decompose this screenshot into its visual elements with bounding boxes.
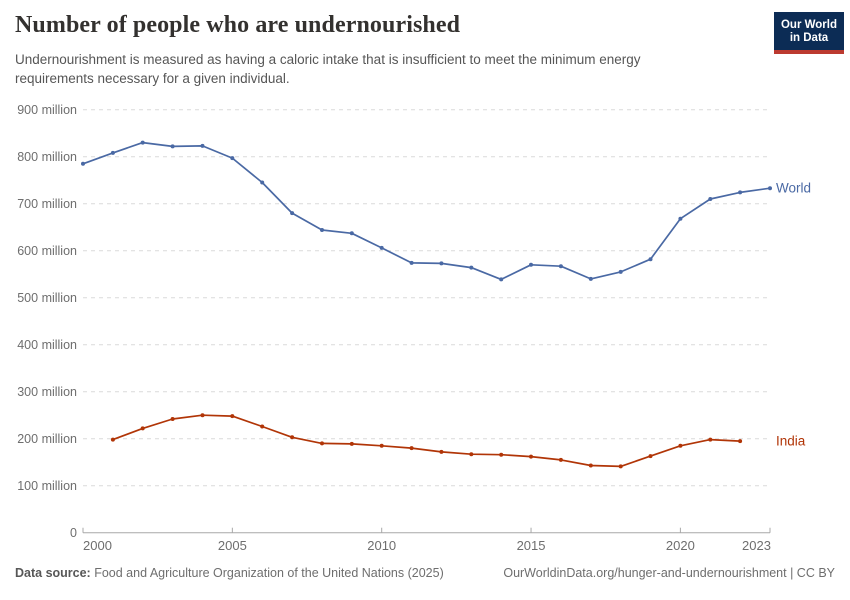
data-point — [379, 245, 384, 250]
data-point — [409, 260, 414, 265]
data-point — [469, 452, 474, 457]
chart-title: Number of people who are undernourished — [15, 12, 461, 38]
data-point — [320, 228, 324, 232]
data-point — [110, 150, 115, 155]
y-axis-tick-label: 900 million — [17, 103, 77, 117]
data-point — [110, 437, 115, 442]
y-axis-tick-label: 700 million — [17, 197, 77, 211]
data-point — [618, 464, 623, 469]
x-axis: 2000 2005 2010 2015 2020 2023 — [82, 527, 771, 553]
x-axis-tick-label: 2020 — [666, 538, 695, 553]
data-point — [140, 426, 145, 431]
credit-link[interactable]: OurWorldinData.org/hunger-and-undernouri… — [503, 566, 835, 580]
y-axis-tick-label: 0 — [70, 526, 77, 540]
data-point — [200, 413, 205, 418]
data-point — [708, 437, 713, 442]
data-point — [409, 446, 414, 451]
data-point — [648, 454, 653, 459]
x-axis-tick-label: 2015 — [517, 538, 546, 553]
data-point — [738, 439, 743, 444]
y-axis-tick-label: 200 million — [17, 432, 77, 446]
series-label-india: India — [776, 434, 806, 449]
data-point — [290, 435, 295, 440]
data-point — [529, 262, 533, 267]
data-point — [349, 441, 354, 446]
data-point — [439, 261, 444, 266]
data-point — [320, 441, 324, 446]
y-axis-tick-label: 300 million — [17, 385, 77, 399]
x-axis-tick-label: 2000 — [83, 538, 112, 553]
data-point — [290, 211, 295, 216]
data-point — [708, 197, 713, 201]
data-point — [499, 277, 504, 282]
data-point — [678, 443, 683, 448]
data-point — [260, 424, 265, 429]
data-source: Data source: Food and Agriculture Organi… — [15, 566, 444, 580]
y-axis-tick-label: 800 million — [17, 150, 77, 164]
data-point — [558, 264, 563, 269]
data-point — [588, 276, 593, 281]
gridlines: 0 100 million 200 million 300 million 400 mi… — [17, 103, 770, 540]
series-india: India — [110, 413, 806, 469]
y-axis-tick-label: 500 million — [17, 291, 77, 305]
data-point — [170, 417, 175, 421]
y-axis-tick-label: 400 million — [17, 338, 77, 352]
data-point — [439, 449, 444, 454]
data-source-label: Data source: — [15, 566, 91, 580]
data-point — [738, 190, 743, 195]
data-point — [170, 144, 175, 149]
owid-logo-line2: in Data — [789, 32, 829, 44]
data-source-text: Food and Agriculture Organization of the… — [94, 566, 444, 580]
data-point — [529, 454, 533, 459]
chart-subtitle: Undernourishment is measured as having a… — [15, 52, 641, 87]
data-point — [678, 216, 683, 221]
data-point — [260, 180, 265, 185]
data-point — [200, 143, 205, 148]
data-point — [499, 452, 504, 457]
data-point — [558, 457, 563, 462]
y-axis-tick-label: 100 million — [17, 479, 77, 493]
data-point — [230, 156, 235, 161]
data-point — [648, 257, 653, 262]
series-world: World — [81, 140, 811, 282]
x-axis-tick-label: 2010 — [367, 538, 396, 553]
owid-logo[interactable]: Our World in Data — [774, 12, 844, 54]
data-point — [140, 140, 145, 145]
data-point — [469, 265, 474, 270]
y-axis-tick-label: 600 million — [17, 244, 77, 258]
data-point — [230, 414, 235, 419]
chart-footer: Data source: Food and Agriculture Organi… — [15, 566, 835, 580]
x-axis-tick-label: 2005 — [218, 538, 247, 553]
x-axis-tick-label: 2023 — [742, 538, 771, 553]
data-point — [349, 231, 354, 236]
series-label-world: World — [776, 181, 811, 196]
data-point — [588, 463, 593, 468]
series-line-india — [112, 414, 741, 468]
data-point — [379, 443, 384, 448]
data-point — [768, 186, 772, 191]
data-point — [618, 269, 623, 274]
series-line-world — [82, 141, 771, 281]
owid-logo-line1: Our World — [780, 19, 837, 31]
data-point — [81, 161, 85, 166]
